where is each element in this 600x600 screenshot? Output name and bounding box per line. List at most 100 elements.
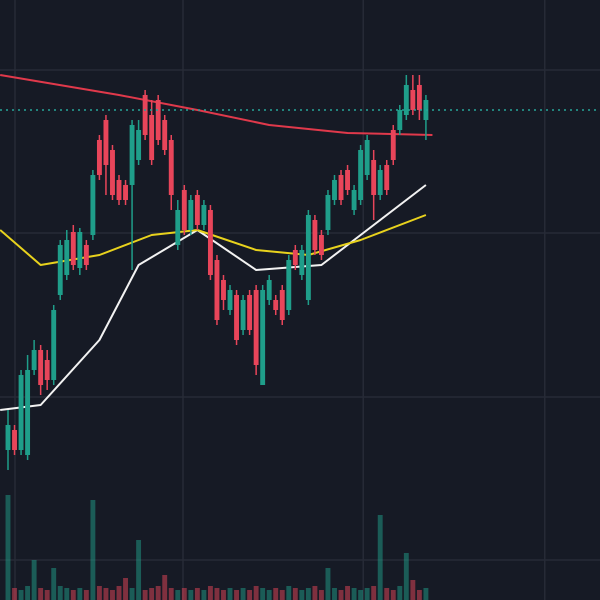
candle-body	[299, 250, 305, 275]
candle-body	[358, 150, 364, 200]
volume-bar	[266, 590, 272, 600]
candle-body	[266, 280, 272, 300]
volume-bar	[181, 588, 187, 600]
candle-body	[194, 195, 200, 225]
candle-body	[31, 350, 37, 370]
candle-body	[103, 120, 109, 165]
candle-body	[110, 150, 115, 195]
candle-body	[207, 210, 213, 275]
candle-body	[77, 232, 83, 268]
candle-body	[12, 430, 17, 450]
candle-body	[51, 310, 57, 380]
candle-body	[83, 245, 89, 265]
volume-bar	[175, 590, 181, 600]
volume-bar	[96, 586, 102, 600]
volume-bar	[64, 588, 70, 600]
volume-bar	[207, 586, 213, 600]
candle-body	[390, 130, 396, 160]
volume-bar	[194, 588, 200, 600]
volume-bar	[332, 588, 337, 600]
volume-bar	[318, 590, 324, 600]
volume-bar	[260, 588, 266, 600]
volume-bar	[312, 586, 318, 600]
candle-body	[305, 215, 311, 300]
volume-bar	[31, 560, 37, 600]
candle-body	[338, 175, 344, 200]
volume-bar	[286, 586, 292, 600]
volume-bar	[345, 586, 351, 600]
candle-body	[403, 85, 409, 115]
candle-body	[149, 115, 155, 160]
volume-bar	[338, 590, 344, 600]
candle-body	[279, 290, 285, 320]
volume-bar	[292, 588, 298, 600]
volume-bar	[416, 590, 422, 600]
candle-body	[116, 180, 122, 200]
volume-bar	[90, 500, 96, 600]
volume-bar	[247, 590, 253, 600]
candle-body	[227, 290, 233, 310]
volume-bar	[83, 590, 89, 600]
volume-bar	[188, 590, 194, 600]
volume-bar	[253, 586, 259, 600]
volume-bar	[423, 588, 429, 600]
volume-bar	[70, 590, 76, 600]
candle-body	[325, 195, 331, 230]
candle-body	[260, 290, 266, 385]
volume-bar	[403, 553, 409, 600]
candle-body	[188, 200, 194, 230]
candle-body	[377, 170, 383, 195]
candle-body	[416, 85, 422, 110]
candle-body	[201, 205, 207, 225]
volume-bar	[358, 590, 364, 600]
volume-bar	[12, 588, 17, 600]
volume-bar	[155, 586, 161, 600]
moving-average-line	[0, 74, 433, 136]
volume-bar	[142, 590, 148, 600]
candle-body	[123, 185, 128, 200]
volume-bar	[410, 580, 416, 600]
volume-bar	[384, 588, 390, 600]
volume-bar	[279, 590, 285, 600]
candle-body	[96, 140, 102, 175]
candle-body	[273, 300, 279, 310]
candle-body	[5, 425, 11, 450]
candle-body	[247, 295, 253, 330]
candle-body	[286, 260, 292, 310]
volume-bar	[201, 590, 207, 600]
volume-bar	[116, 586, 122, 600]
volume-bar	[123, 578, 128, 600]
candle-body	[364, 140, 370, 175]
candle-body	[136, 130, 142, 160]
candle-body	[168, 140, 174, 195]
volume-bar	[18, 590, 24, 600]
candle-body	[57, 245, 63, 295]
volume-bar	[227, 588, 233, 600]
candle-body	[129, 125, 135, 185]
volume-bar	[364, 588, 370, 600]
volume-bar	[351, 588, 357, 600]
volume-bar	[38, 588, 44, 600]
volume-bar	[25, 586, 31, 600]
volume-bar	[234, 590, 239, 600]
candle-body	[292, 250, 298, 265]
candle-body	[332, 180, 337, 200]
candle-body	[351, 190, 357, 210]
volume-bar	[390, 590, 396, 600]
candle-body	[384, 165, 390, 190]
candle-body	[142, 95, 148, 135]
volume-bar	[168, 588, 174, 600]
volume-bar	[397, 586, 403, 600]
candle-body	[371, 160, 377, 195]
volume-bar	[103, 588, 109, 600]
candle-body	[253, 290, 259, 365]
volume-bar	[240, 588, 246, 600]
volume-bar	[377, 515, 383, 600]
candle-body	[38, 350, 44, 385]
candle-body	[155, 100, 161, 140]
volume-bar	[214, 588, 220, 600]
volume-bar	[149, 588, 155, 600]
volume-bar	[129, 588, 135, 600]
candle-body	[240, 300, 246, 330]
